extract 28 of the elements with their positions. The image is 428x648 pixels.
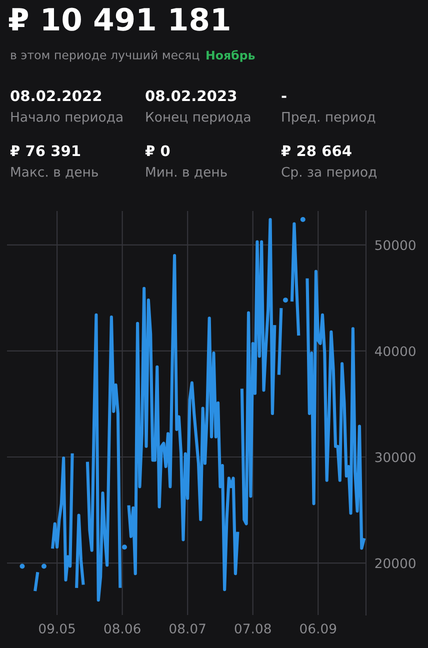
text: ₽ 0 [145, 145, 170, 156]
point [282, 298, 288, 303]
x-tick-label: 08.07 [170, 624, 206, 634]
chart-subtitle: в этом периоде лучший месяц Ноябрь [11, 50, 255, 62]
x-tick-label: 08.06 [104, 624, 140, 634]
text: Конец периода [146, 112, 250, 124]
text: ₽ 28 664 [281, 145, 352, 156]
text: Пред. период [282, 112, 376, 124]
point [41, 564, 46, 569]
text: Ср. за период [282, 166, 376, 180]
x-tick-label: 07.08 [234, 624, 271, 634]
chart-title: ₽ 10 491 181 [8, 8, 230, 31]
y-tick-label: 20000 [375, 558, 416, 568]
text: Мин. в день [146, 167, 227, 178]
point [122, 544, 127, 550]
text: ₽ 76 391 [10, 145, 80, 156]
text: 08.02.2022 [10, 90, 101, 102]
y-tick-label: 40000 [374, 346, 416, 356]
y-tick-label: 30000 [375, 452, 416, 462]
point [300, 216, 306, 222]
y-tick-label: 50000 [375, 240, 416, 250]
text: 08.02.2023 [146, 90, 236, 102]
text: Макс. в день [11, 167, 98, 178]
text: Начало периода [11, 112, 122, 124]
text: - [282, 96, 286, 98]
point [20, 564, 25, 569]
x-tick-label: 09.05 [39, 624, 75, 634]
x-tick-label: 06.09 [300, 624, 336, 634]
